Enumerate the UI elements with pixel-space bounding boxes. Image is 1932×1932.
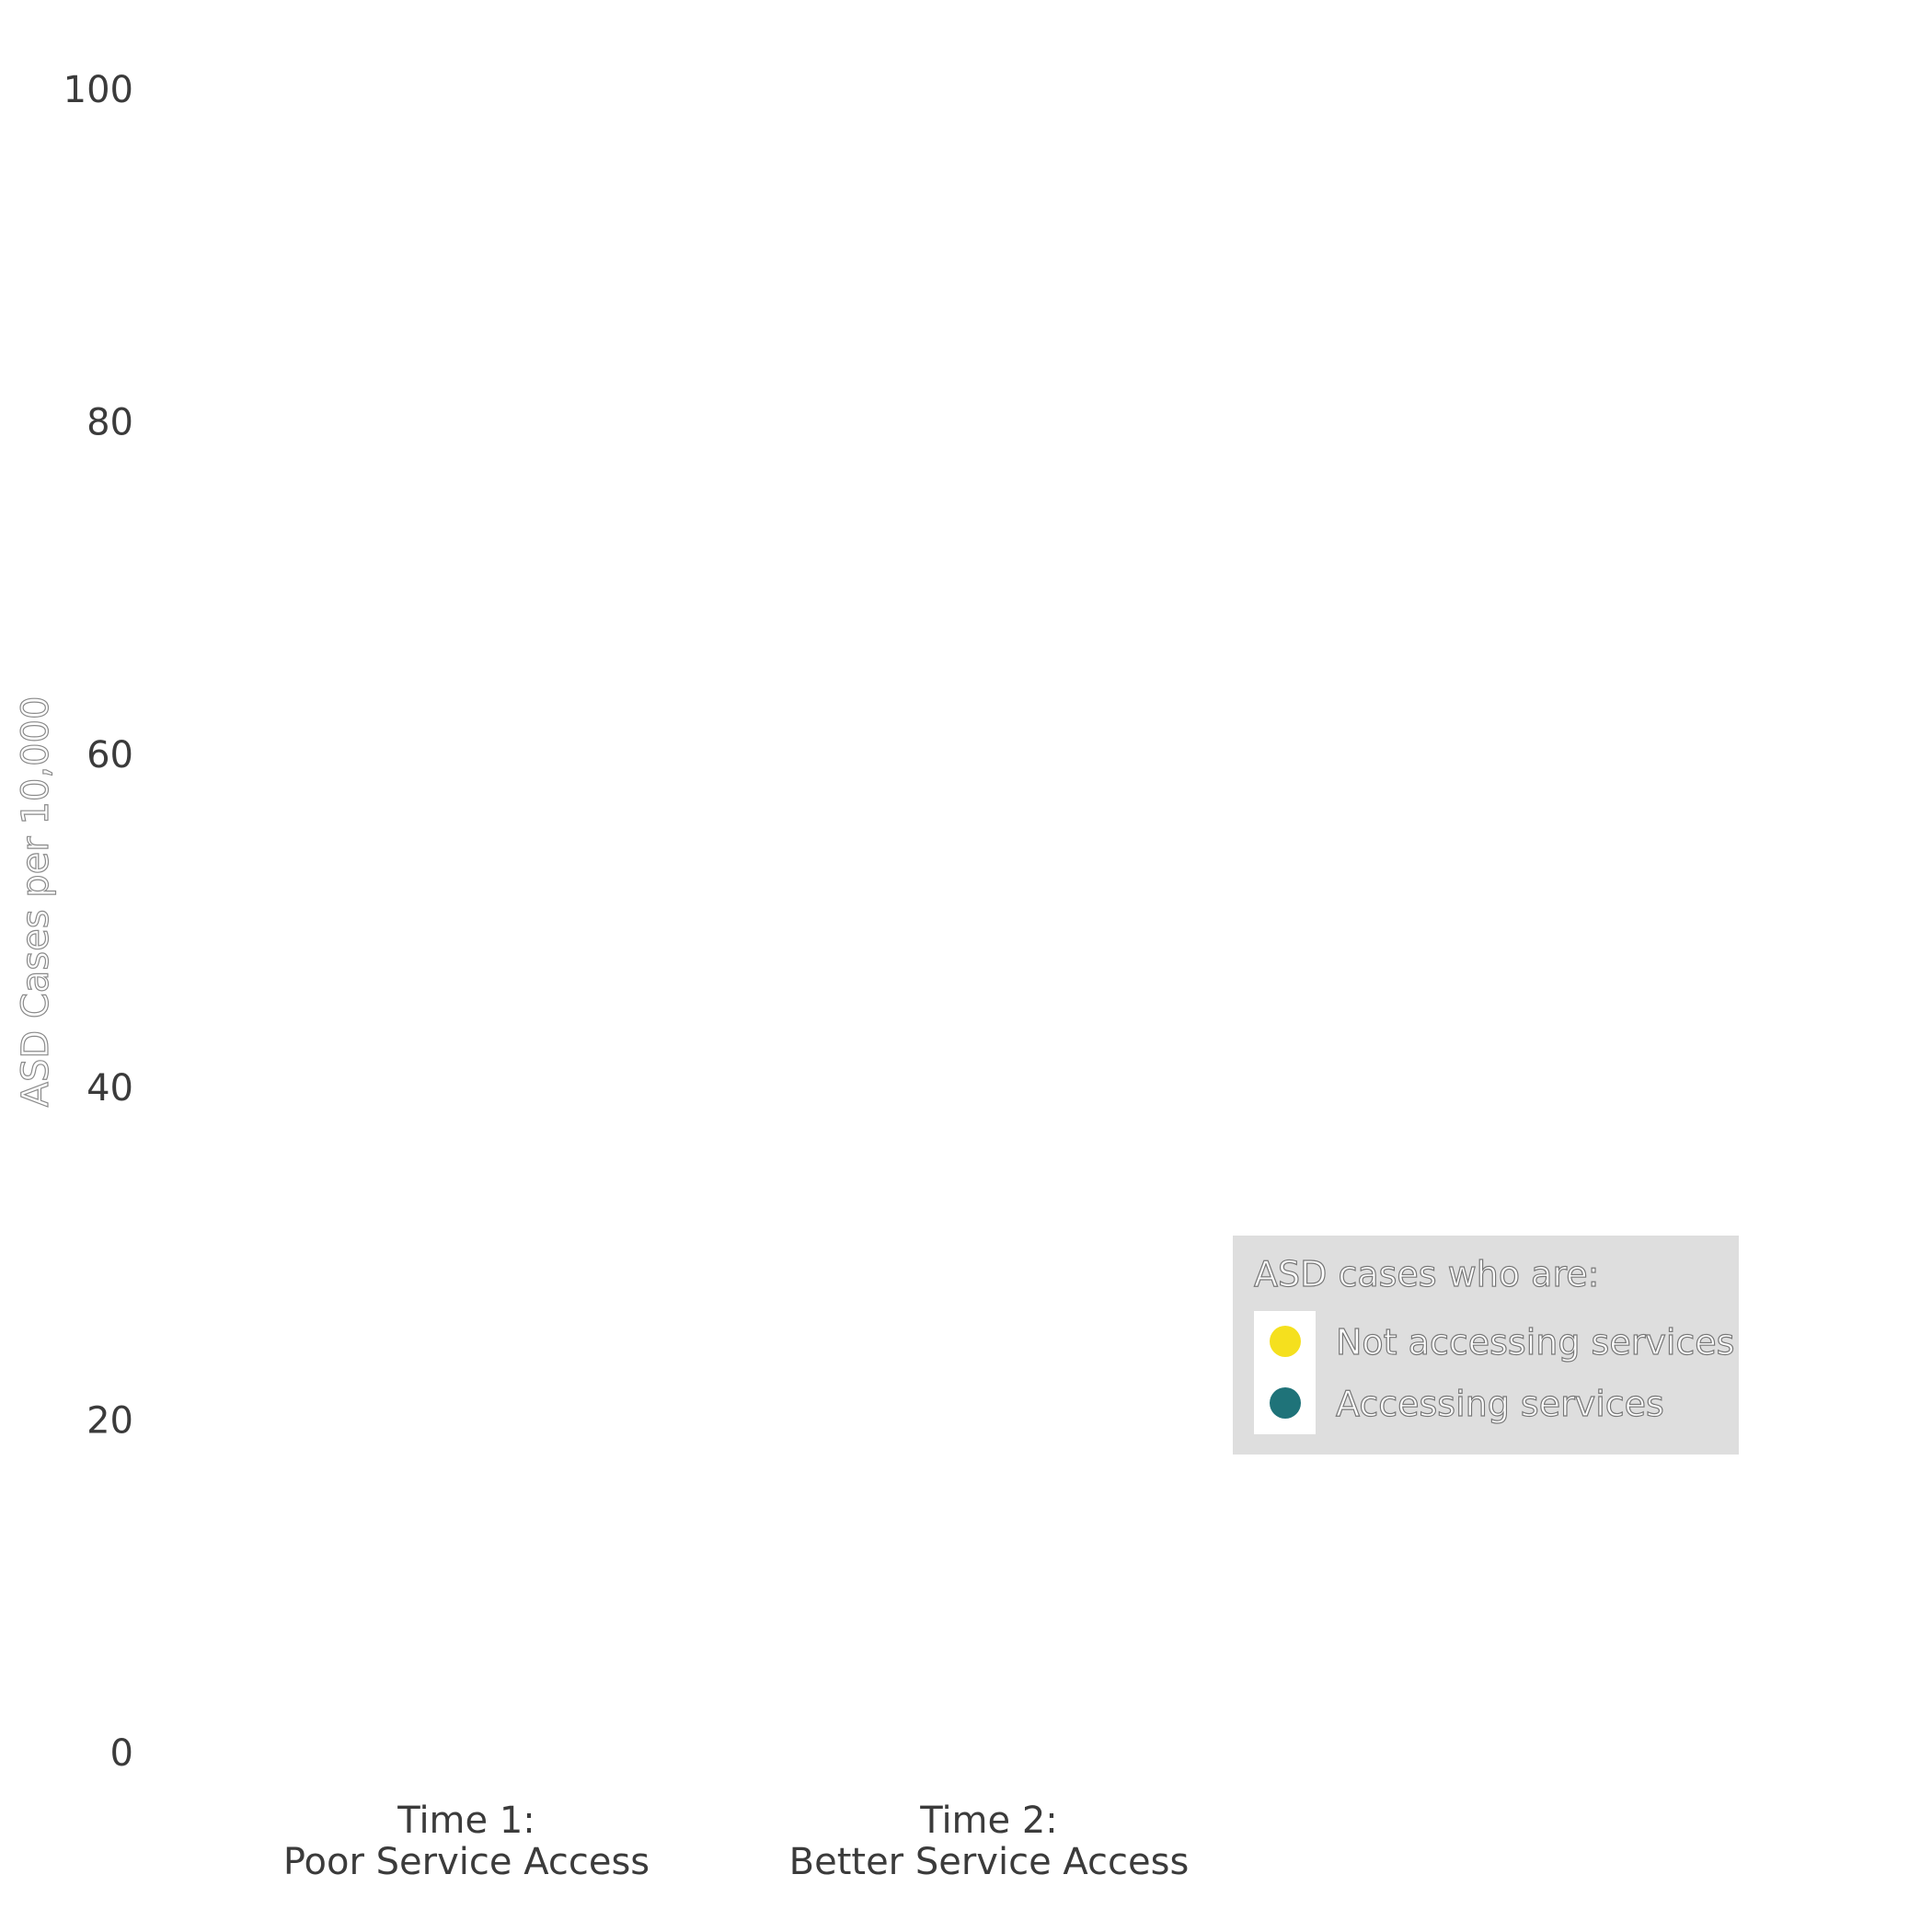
y-axis: 0 20 40 60 80 100 [63,69,133,1775]
y-tick-label: 20 [86,1399,133,1442]
legend-label-not-accessing: Not accessing services [1336,1322,1734,1363]
legend-swatch-not-accessing [1270,1326,1301,1357]
x-tick-label: Time 1: Poor Service Access [283,1800,650,1883]
y-tick-label: 80 [86,402,133,444]
legend-swatch-accessing [1270,1387,1301,1419]
y-axis-title: ASD Cases per 10,000 [15,696,57,1108]
y-tick-label: 0 [110,1732,133,1775]
x-tick-label: Time 2: Better Service Access [789,1800,1190,1883]
y-tick-label: 40 [86,1067,133,1110]
legend-title: ASD cases who are: [1254,1254,1599,1294]
legend-background [1233,1236,1739,1455]
legend-label-accessing: Accessing services [1336,1384,1664,1424]
legend: ASD cases who are: Not accessing service… [1233,1236,1739,1455]
y-tick-label: 100 [63,69,133,111]
y-tick-label: 60 [86,734,133,776]
x-axis: Time 1: Poor Service Access Time 2: Better … [283,1800,1189,1883]
